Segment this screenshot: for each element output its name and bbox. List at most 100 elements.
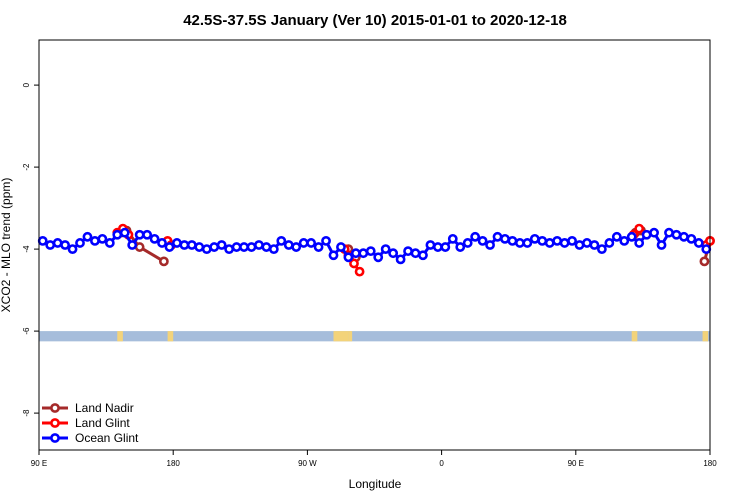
chart-title: 42.5S-37.5S January (Ver 10) 2015-01-01 … — [183, 12, 567, 29]
series-2-point-0-32 — [276, 235, 287, 246]
legend-item-1: Land Glint — [42, 416, 130, 430]
legend-marker-0 — [50, 403, 60, 413]
series-2-point-0-89 — [701, 244, 712, 254]
series-2-point-0-45 — [373, 252, 384, 263]
series-2-point-0-68 — [544, 238, 555, 248]
series-2-point-0-3 — [60, 240, 70, 250]
series-2-point-0-23 — [209, 242, 220, 252]
series-2-point-0-33 — [283, 240, 294, 250]
series-2-point-0-17 — [164, 242, 175, 252]
series-2-point-0-19 — [179, 240, 190, 250]
land-band-segment-4 — [631, 331, 638, 342]
series-2-point-0-27 — [239, 242, 249, 252]
series-layer — [37, 223, 715, 277]
series-2-point-0-6 — [82, 231, 93, 242]
series-2-point-0-11 — [119, 227, 130, 238]
series-2-point-0-9 — [104, 238, 115, 248]
land-band-segment-3 — [348, 331, 353, 342]
series-2-point-0-60 — [485, 240, 495, 250]
series-2-point-0-69 — [552, 235, 563, 246]
series-2-point-0-34 — [291, 242, 302, 252]
x-tick-label-4: 90 E — [568, 459, 584, 468]
series-2-point-0-51 — [418, 250, 428, 261]
series-2-point-0-54 — [440, 242, 451, 252]
series-2-point-0-73 — [582, 238, 592, 248]
series-2-point-0-70 — [559, 238, 570, 248]
series-2-point-0-46 — [380, 244, 391, 254]
series-2-point-0-39 — [328, 250, 339, 261]
series-2-point-0-4 — [67, 244, 78, 254]
x-axis-label: Longitude — [349, 477, 402, 491]
legend-item-0: Land Nadir — [42, 401, 134, 415]
series-2-point-0-81 — [641, 229, 652, 240]
series-2-point-0-5 — [75, 238, 85, 248]
y-tick-label-0: 0 — [22, 82, 31, 87]
series-2-point-0-58 — [470, 231, 481, 242]
series-2-point-0-59 — [477, 235, 488, 246]
series-2-point-0-63 — [507, 235, 518, 246]
series-2-point-0-40 — [336, 242, 346, 252]
series-2-point-0-48 — [395, 254, 406, 265]
series-2-point-0-38 — [321, 235, 331, 246]
series-2-point-0-78 — [619, 235, 630, 246]
series-1-point-3-1 — [634, 223, 645, 234]
series-2-point-0-83 — [656, 240, 667, 250]
y-tick-label-2: -4 — [22, 245, 31, 253]
y-tick-label-1: -2 — [22, 163, 31, 171]
series-2-point-0-7 — [90, 235, 100, 246]
series-2-point-0-67 — [537, 235, 548, 246]
series-2-point-0-74 — [589, 240, 600, 250]
series-2-point-0-41 — [343, 252, 354, 263]
series-2-point-0-79 — [626, 231, 637, 242]
y-tick-label-3: -6 — [22, 327, 31, 335]
series-2-point-0-87 — [686, 233, 697, 244]
series-2-point-0-71 — [567, 235, 577, 246]
series-2-point-0-64 — [514, 238, 525, 248]
series-2-point-0-37 — [313, 242, 324, 252]
x-tick-label-2: 90 W — [298, 459, 317, 468]
series-2-point-0-28 — [246, 242, 257, 252]
series-2-point-0-44 — [365, 246, 376, 257]
series-2-point-0-16 — [157, 238, 167, 248]
series-2-point-0-65 — [522, 238, 533, 248]
x-tick-label-3: 0 — [439, 459, 444, 468]
series-2-point-0-13 — [134, 229, 145, 240]
series-2-point-0-50 — [410, 248, 421, 259]
x-axis-ticks: 90 E 180 90 W 0 90 E 180 — [31, 450, 717, 468]
series-2-point-0-20 — [186, 240, 197, 250]
series-2-point-0-61 — [492, 231, 503, 242]
series-2-point-0-36 — [306, 238, 317, 248]
series-2-point-0-75 — [596, 244, 607, 254]
series-0-point-3-0 — [699, 256, 710, 267]
series-2-point-0-82 — [649, 227, 659, 238]
series-2-point-0-88 — [693, 238, 704, 248]
y-axis-ticks: 0 -2 -4 -6 -8 — [22, 82, 39, 417]
series-0-point-0-2 — [134, 242, 145, 252]
plot-frame — [38, 39, 711, 451]
series-2-point-0-18 — [172, 238, 182, 248]
series-2-point-0-80 — [634, 238, 645, 248]
series-2-point-0-85 — [671, 229, 682, 240]
series-1-point-2-2 — [349, 258, 359, 269]
series-2-point-0-26 — [231, 242, 242, 252]
series-2-point-0-21 — [194, 242, 205, 252]
series-2-point-0-29 — [254, 240, 264, 250]
series-2-point-0-57 — [462, 238, 473, 248]
legend-item-2: Ocean Glint — [42, 431, 139, 445]
series-2-point-0-56 — [455, 242, 466, 252]
series-2-point-0-72 — [574, 240, 585, 250]
x-tick-label-0: 90 E — [31, 459, 47, 468]
legend-marker-1 — [50, 418, 60, 428]
series-2-point-0-84 — [664, 227, 674, 238]
series-1-point-2-3 — [354, 266, 365, 277]
series-2-point-0-47 — [388, 248, 399, 259]
ocean-band — [39, 331, 710, 342]
legend-label-0: Land Nadir — [75, 401, 134, 415]
series-2-point-0-49 — [403, 246, 413, 257]
series-2 — [37, 227, 712, 265]
series-2-point-0-62 — [500, 233, 510, 244]
series-2-point-0-43 — [358, 248, 369, 259]
series-2-point-0-0 — [37, 235, 48, 246]
